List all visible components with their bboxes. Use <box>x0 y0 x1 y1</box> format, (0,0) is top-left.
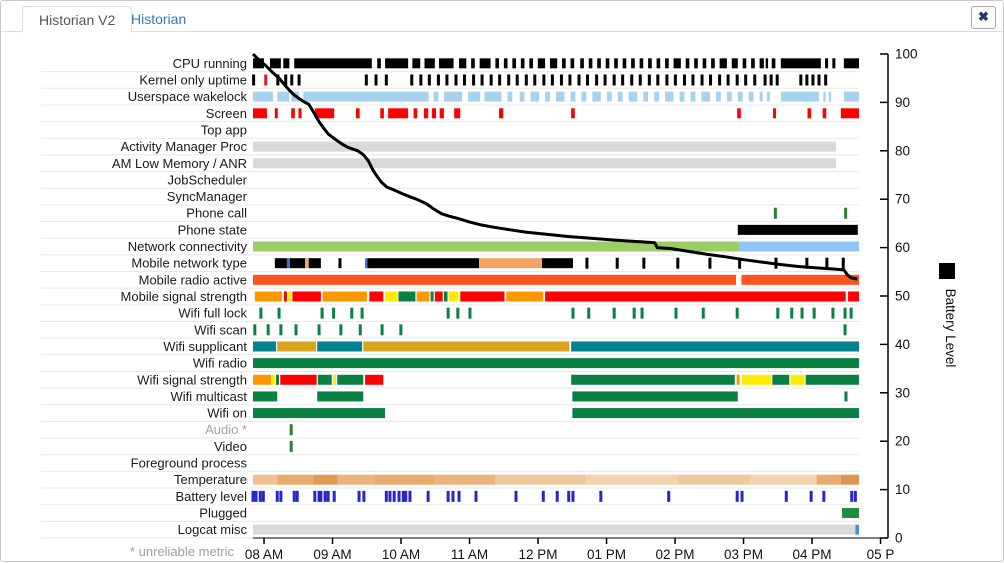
row-label-temperature: Temperature <box>174 472 247 487</box>
tab-historian-v2[interactable]: Historian V2 <box>22 6 133 33</box>
row-label-jobscheduler: JobScheduler <box>168 172 248 187</box>
close-icon[interactable]: ✖ <box>971 6 996 29</box>
svg-text:40: 40 <box>895 337 910 352</box>
row-marks-cpu-running <box>253 58 859 69</box>
row-label-network-connectivity: Network connectivity <box>128 239 248 254</box>
svg-text:90: 90 <box>895 95 910 110</box>
svg-text:01 PM: 01 PM <box>587 547 626 562</box>
row-label-screen: Screen <box>206 106 247 121</box>
svg-text:30: 30 <box>895 385 910 400</box>
svg-text:50: 50 <box>895 289 910 304</box>
row-marks-wifi-scan <box>253 324 847 336</box>
row-marks-network-connectivity <box>253 241 859 252</box>
svg-text:80: 80 <box>895 143 910 158</box>
svg-text:03 PM: 03 PM <box>724 547 763 562</box>
svg-text:70: 70 <box>895 192 910 207</box>
row-label-plugged: Plugged <box>199 506 247 521</box>
tab-historian-label: Historian <box>131 11 187 27</box>
tab-historian-v2-label: Historian V2 <box>39 11 116 28</box>
row-marks-video <box>289 440 293 452</box>
row-marks-wifi-supplicant <box>253 341 859 352</box>
row-label-activity-manager-proc: Activity Manager Proc <box>121 139 248 154</box>
legend-swatch <box>939 263 955 279</box>
row-marks-screen <box>253 108 859 119</box>
row-marks-battery-level <box>251 490 857 502</box>
row-label-am-low-memory-anr: AM Low Memory / ANR <box>112 156 247 171</box>
row-label-top-app: Top app <box>201 122 247 137</box>
row-marks-wifi-radio <box>253 358 859 369</box>
row-label-foreground-process: Foreground process <box>131 456 248 471</box>
row-marks-phone-state <box>737 224 858 235</box>
row-marks-userspace-wakelock <box>253 91 859 102</box>
svg-text:10 AM: 10 AM <box>382 547 420 562</box>
row-marks-temperature <box>253 474 859 485</box>
row-marks-am-low-memory-anr <box>253 158 836 169</box>
row-label-audio: Audio * <box>205 422 247 437</box>
row-marks-phone-call <box>773 207 848 219</box>
row-label-mobile-signal-strength: Mobile signal strength <box>121 289 247 304</box>
row-label-wifi-full-lock: Wifi full lock <box>178 306 247 321</box>
row-label-mobile-network-type: Mobile network type <box>131 256 247 271</box>
row-marks-logcat-misc <box>253 524 859 535</box>
row-label-wifi-multicast: Wifi multicast <box>170 389 247 404</box>
legend-battery-level: Battery Level <box>939 263 958 367</box>
row-label-video: Video <box>214 439 247 454</box>
row-marks-wifi-full-lock <box>259 307 853 319</box>
tab-historian[interactable]: Historian <box>123 6 194 32</box>
legend-label: Battery Level <box>943 289 958 368</box>
svg-text:0: 0 <box>895 531 903 546</box>
svg-text:12 PM: 12 PM <box>519 547 558 562</box>
row-marks-wifi-signal-strength <box>253 374 859 385</box>
row-marks-mobile-radio-active <box>253 274 859 285</box>
svg-text:02 PM: 02 PM <box>656 547 695 562</box>
row-marks-mobile-signal-strength <box>254 291 859 302</box>
row-label-syncmanager: SyncManager <box>167 189 248 204</box>
svg-text:20: 20 <box>895 434 910 449</box>
svg-text:08 AM: 08 AM <box>245 547 283 562</box>
row-label-battery-level: Battery level <box>175 489 247 504</box>
row-label-wifi-supplicant: Wifi supplicant <box>163 339 247 354</box>
row-label-wifi-signal-strength: Wifi signal strength <box>137 372 247 387</box>
svg-text:09 AM: 09 AM <box>313 547 351 562</box>
row-label-logcat-misc: Logcat misc <box>178 522 248 537</box>
svg-text:100: 100 <box>895 47 918 62</box>
row-label-kernel-only-uptime: Kernel only uptime <box>139 72 247 87</box>
battery-level-line <box>251 52 858 281</box>
svg-text:04 PM: 04 PM <box>793 547 832 562</box>
row-label-wifi-radio: Wifi radio <box>193 356 247 371</box>
row-label-phone-state: Phone state <box>178 222 247 237</box>
row-label-mobile-radio-active: Mobile radio active <box>139 272 247 287</box>
row-marks-kernel-only-uptime <box>252 74 828 86</box>
svg-text:10: 10 <box>895 482 910 497</box>
row-marks-plugged <box>842 508 859 519</box>
row-marks-audio <box>289 424 293 436</box>
tab-bar: Historian V2 Historian ✖ <box>1 1 1003 33</box>
svg-text:11 AM: 11 AM <box>451 547 488 562</box>
row-label-phone-call: Phone call <box>186 206 247 221</box>
x-axis: 08 AM 09 AM 10 AM 11 AM 12 PM 01 PM 02 PM 03 PM… <box>245 537 895 562</box>
row-marks-wifi-multicast <box>253 391 848 402</box>
row-marks-wifi-on <box>253 408 859 419</box>
row-label-cpu-running: CPU running <box>173 56 247 71</box>
row-label-userspace-wakelock: Userspace wakelock <box>128 89 248 104</box>
y-axis: 0 10 20 30 40 50 60 70 80 90 100 <box>880 47 918 546</box>
row-label-wifi-on: Wifi on <box>207 406 247 421</box>
row-label-wifi-scan: Wifi scan <box>194 322 247 337</box>
row-marks-activity-manager-proc <box>253 141 836 152</box>
svg-text:05 P: 05 P <box>867 547 895 562</box>
unreliable-metric-note: * unreliable metric <box>130 544 235 559</box>
svg-text:60: 60 <box>895 240 910 255</box>
